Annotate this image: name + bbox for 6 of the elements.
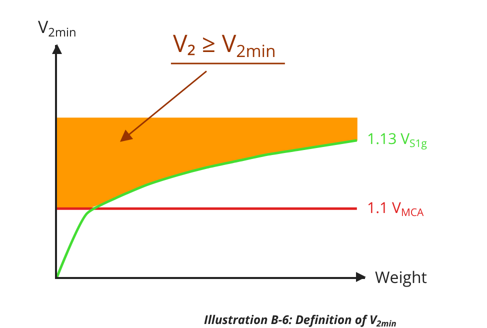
y-axis-title: V$_{2min}$ xyxy=(38,15,76,41)
series-label: 1.1 V$_{MCA}$ xyxy=(367,198,424,220)
x-axis-title: Weight xyxy=(375,266,428,288)
text: Illustration B-6: Definition of V$_{2min}$ xyxy=(204,311,396,328)
series-label: 1.13 V$_{S1g}$ xyxy=(367,129,428,152)
text: V₂ ≥ V$_{2min}$ xyxy=(173,27,276,62)
